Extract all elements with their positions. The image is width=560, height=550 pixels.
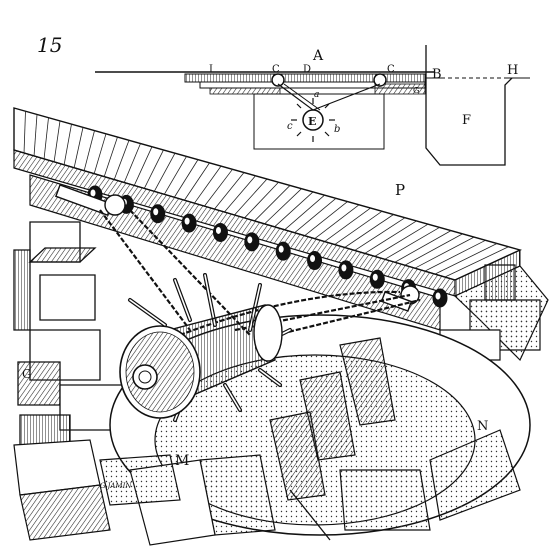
- deck-plank: [23, 111, 26, 153]
- label-G-wall: G: [22, 367, 32, 381]
- deck-plank: [424, 239, 486, 272]
- deck-plank: [344, 214, 394, 248]
- deck-plank: [224, 175, 256, 213]
- deck-plank: [194, 165, 222, 204]
- deck-plank: [364, 220, 417, 254]
- deck-plank: [294, 198, 337, 234]
- deck-plank: [214, 172, 245, 210]
- label-F: F: [462, 113, 471, 128]
- label-M: M: [175, 453, 189, 469]
- label-C-right: C: [387, 64, 395, 75]
- deck-plank: [314, 204, 360, 239]
- label-B: B: [432, 67, 442, 82]
- deck-plank: [304, 201, 348, 236]
- deck-plank: [444, 246, 509, 278]
- roller-highlight: [435, 292, 441, 300]
- deck-plank: [33, 114, 38, 156]
- left-masonry: [13, 221, 126, 456]
- deck-plank: [63, 124, 72, 165]
- deck-plank: [254, 185, 291, 222]
- deck-plank: [184, 162, 210, 201]
- roller-highlight: [310, 255, 316, 263]
- deck-plank: [384, 227, 440, 260]
- roller-highlight: [247, 236, 253, 244]
- deck-plank: [414, 236, 475, 269]
- label-a: a: [314, 90, 319, 100]
- roller-highlight: [215, 226, 221, 234]
- deck-plank: [284, 194, 325, 231]
- deck-plank: [103, 136, 118, 177]
- deck-plank: [264, 188, 302, 225]
- label-P: P: [395, 181, 405, 199]
- deck-plank: [123, 143, 141, 183]
- label-b: b: [334, 124, 340, 135]
- foreground-stones: [13, 439, 181, 541]
- deck-plank: [163, 156, 187, 195]
- roller-highlight: [278, 245, 284, 253]
- label-A: A: [312, 48, 324, 64]
- deck-plank: [53, 120, 61, 162]
- figure-number: 15: [37, 33, 62, 57]
- deck-plank: [93, 133, 107, 174]
- deck-plank: [334, 210, 383, 245]
- deck-plank: [73, 127, 84, 168]
- deck-plank: [133, 146, 153, 186]
- deck-plank: [434, 243, 498, 275]
- plan-diagram: [95, 45, 530, 166]
- deck-plank: [43, 117, 49, 159]
- deck-plank: [234, 178, 268, 216]
- label-D: D: [303, 64, 311, 75]
- deck-plank: [153, 152, 176, 192]
- roller-highlight: [184, 217, 190, 225]
- deck-plank: [174, 159, 199, 198]
- deck-plank: [404, 233, 463, 266]
- deck-plank: [374, 223, 429, 257]
- deck-plank: [394, 230, 452, 263]
- roller-highlight: [341, 264, 347, 272]
- deck-plank: [354, 217, 406, 251]
- roller-highlight: [372, 273, 378, 281]
- deck-plank: [83, 130, 95, 171]
- engraver-signature: G.JAMIN: [100, 482, 132, 490]
- label-G: G: [413, 86, 419, 95]
- roller-highlight: [90, 189, 96, 197]
- deck-plank: [143, 149, 164, 189]
- capstan-winch: [119, 273, 292, 422]
- axles: [54, 184, 420, 312]
- label-N: N: [477, 419, 488, 434]
- deck-plank: [324, 207, 371, 242]
- deck-plank: [113, 140, 130, 180]
- roller-highlight: [153, 208, 159, 216]
- label-I: I: [209, 64, 213, 75]
- label-c: c: [287, 121, 293, 132]
- label-C-left: C: [272, 64, 280, 75]
- label-H: H: [507, 63, 518, 78]
- deck-plank: [274, 191, 314, 228]
- deck-plank: [204, 169, 233, 207]
- label-E: E: [308, 115, 316, 128]
- deck-plank: [244, 181, 279, 219]
